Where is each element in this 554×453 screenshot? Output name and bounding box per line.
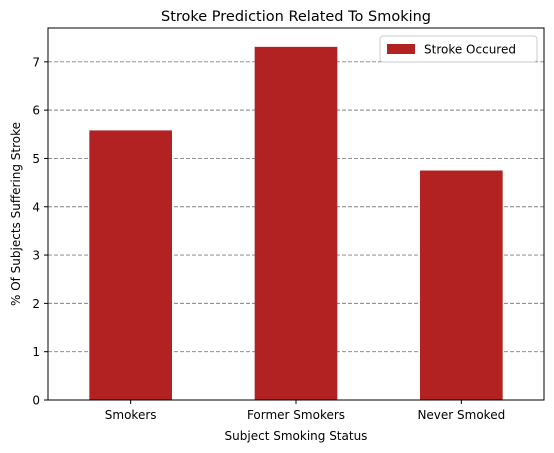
bar <box>254 46 338 401</box>
legend-label: Stroke Occured <box>424 43 516 57</box>
y-axis-ticks: 0 1 2 3 4 5 6 7 <box>32 55 48 408</box>
x-tick-label: Former Smokers <box>247 408 345 422</box>
y-tick-label: 7 <box>32 55 40 69</box>
chart-title: Stroke Prediction Related To Smoking <box>161 9 431 25</box>
bar <box>420 170 503 400</box>
y-axis-label: % Of Subjects Suffering Stroke <box>9 122 23 306</box>
y-tick-label: 0 <box>32 394 40 408</box>
y-tick-label: 1 <box>32 345 40 359</box>
x-tick-label: Never Smoked <box>417 408 505 422</box>
y-tick-label: 4 <box>32 200 40 214</box>
y-tick-label: 3 <box>32 249 40 263</box>
legend-swatch <box>387 44 415 54</box>
bar <box>89 130 172 400</box>
x-axis-label: Subject Smoking Status <box>225 429 368 443</box>
x-tick-label: Smokers <box>105 408 157 422</box>
bars <box>89 46 503 401</box>
y-tick-label: 5 <box>32 152 40 166</box>
y-tick-label: 6 <box>32 104 40 118</box>
x-axis-ticks: Smokers Former Smokers Never Smoked <box>105 400 505 422</box>
legend: Stroke Occured <box>379 35 538 63</box>
legend-frame <box>379 35 538 63</box>
y-tick-label: 2 <box>32 297 40 311</box>
